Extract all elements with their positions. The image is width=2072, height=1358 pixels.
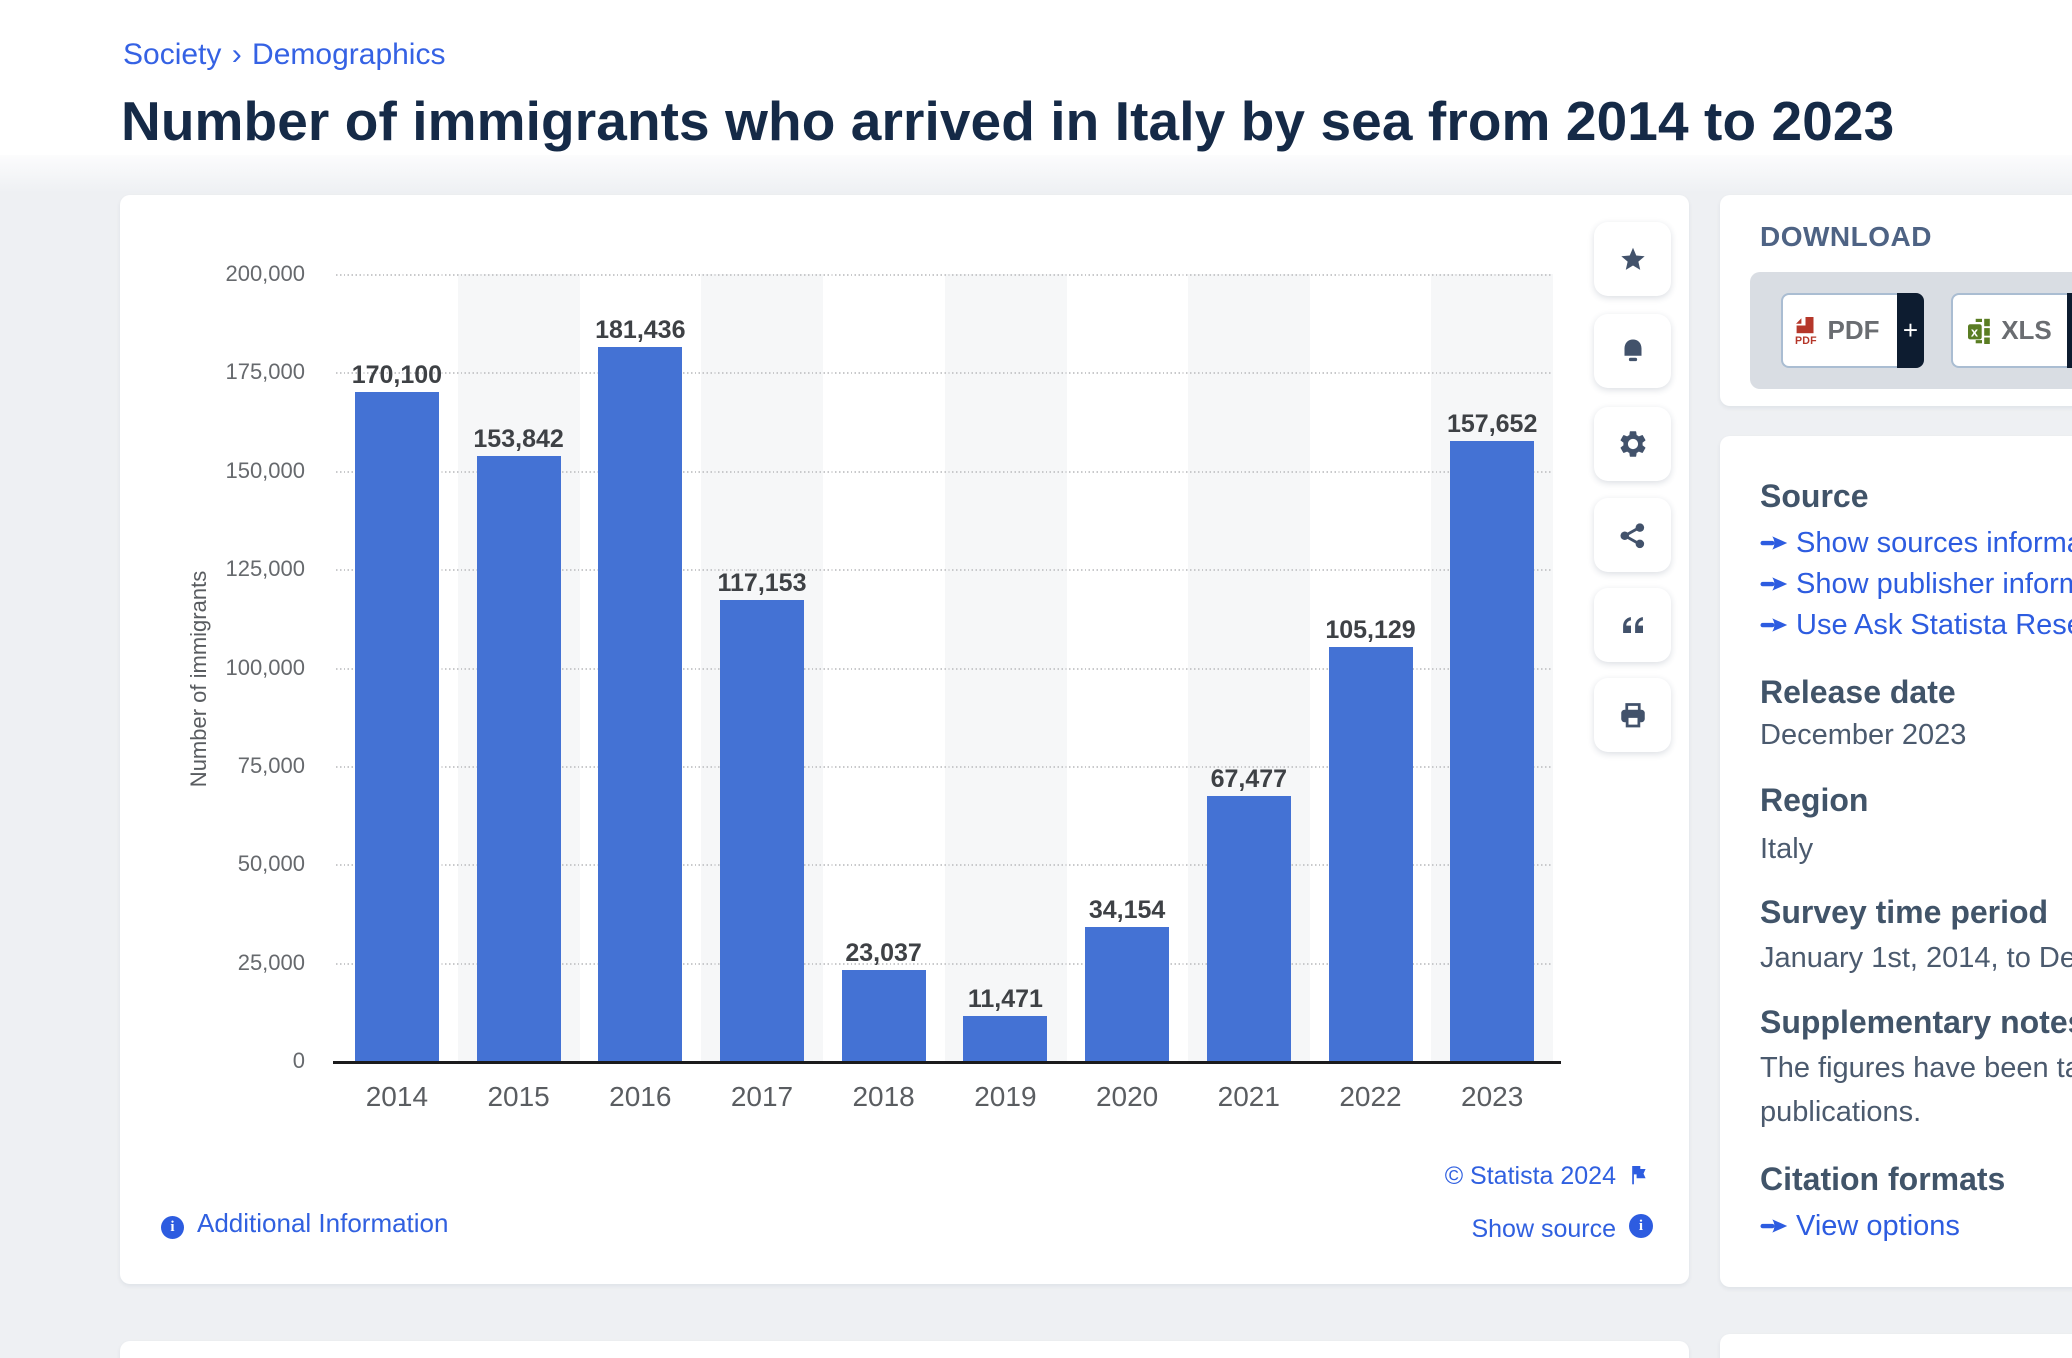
svg-text:PDF: PDF (1795, 335, 1817, 345)
svg-text:x: x (1971, 324, 1979, 339)
